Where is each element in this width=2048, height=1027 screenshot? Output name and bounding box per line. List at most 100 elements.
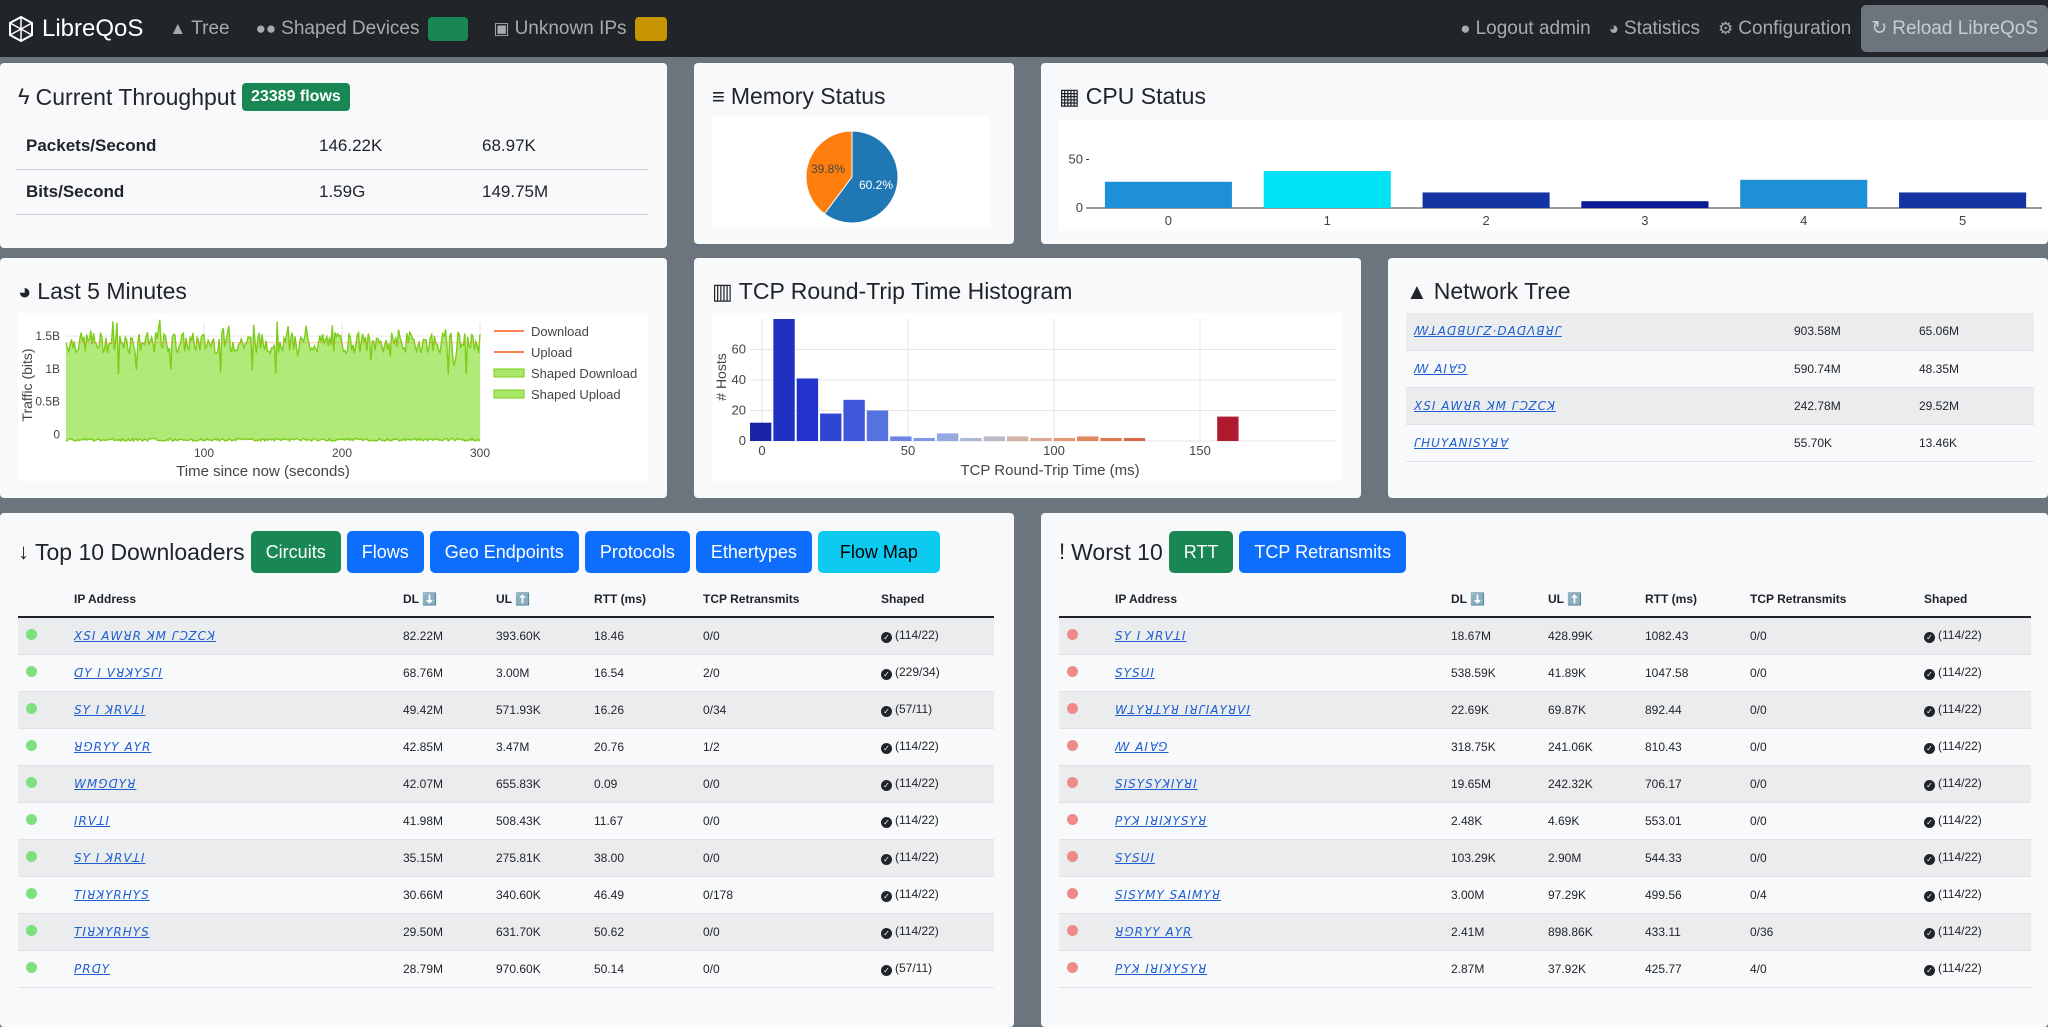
ip-address-link[interactable]: ꟿ ꓮꓲꓯꓨ xyxy=(1115,739,1169,754)
pie-slice xyxy=(823,130,899,224)
bolt-icon: ϟ xyxy=(18,84,30,109)
memory-title: ≡ Memory Status xyxy=(712,83,886,110)
legend-swatch xyxy=(493,389,525,399)
ip-address-link[interactable]: ꓪꓕꓬꓤꓕꓬꓤ ꓲꓤꓩꓲꓮꓬꓤꓦꓲ xyxy=(1115,702,1251,717)
tree-node-link[interactable]: ꟿ ꓮꓲꓯꓨ xyxy=(1414,361,1468,376)
table-row: ꓢꓬ ꓲ ꓘꓣꓦꓕꓲ 35.15M 275.81K 38.00 0/0 ✓ (114/22) xyxy=(18,839,994,877)
ip-address-link[interactable]: ꓤꓨꓣꓬꓬ ꓮꓬꓣ xyxy=(1115,924,1193,939)
flows-button[interactable]: Flows xyxy=(346,531,424,573)
tree-node-link[interactable]: ꓫꓢꓲ ꓮꓪꓤꓣ ꓘꓟ ꓩꓛꓜꓚꓘ xyxy=(1414,398,1556,413)
col-tcp-retransmits[interactable]: TCP Retransmits xyxy=(1750,582,1924,618)
status-dot xyxy=(26,776,37,788)
ip-address-link[interactable]: ꓷꓬ ꓲ ꓦꓤꓘꓬꓢꓩꓲ xyxy=(74,665,163,680)
table-row: ꟿ ꓮꓲꓯꓨ 318.75K 241.06K 810.43 0/0 ✓ (114/22) xyxy=(1059,728,2031,766)
col-shaped[interactable]: Shaped xyxy=(1924,582,2031,618)
shaped-value: (114/22) xyxy=(1938,887,1982,901)
ip-address-link[interactable]: ꓢꓬ ꓲ ꓘꓣꓦꓕꓲ xyxy=(1115,628,1187,643)
rtt-value: 0.09 xyxy=(594,765,703,803)
ip-address-link[interactable]: ꓪꓟꓨꓷꓬꓤ xyxy=(74,776,137,791)
status-dot xyxy=(1067,887,1078,899)
tcp-retransmits-value: 0/0 xyxy=(703,802,881,840)
ul-value: 241.06K xyxy=(1548,728,1645,766)
tree-node-down: 590.74M xyxy=(1794,350,1919,388)
ip-address-link[interactable]: ꓢꓲꓢꓬꓟꓬ ꓢꓮꓲꓟꓬꓤ xyxy=(1115,887,1221,902)
col-shaped[interactable]: Shaped xyxy=(881,582,994,618)
ul-value: 571.93K xyxy=(496,691,594,729)
tree-node-link[interactable]: ꓩꓧꓴꓬꓮꓠꓲꓢꓬꓤꓯ xyxy=(1414,435,1509,450)
col-dl[interactable]: DL ⬇️ xyxy=(403,582,496,618)
x-tick-label: 150 xyxy=(1189,443,1211,458)
network-tree-title: ▲ Network Tree xyxy=(1406,278,1571,305)
rtt-value: 16.54 xyxy=(594,654,703,692)
tree-node-up: 29.52M xyxy=(1919,387,2034,425)
legend-label: Shaped Download xyxy=(531,366,637,381)
ip-address-link[interactable]: ꓢꓬ ꓲ ꓘꓣꓦꓕꓲ xyxy=(74,850,146,865)
ip-address-link[interactable]: ꓑꓬꓘ ꓲꓤꓲꓘꓬꓢꓬꓤ xyxy=(1115,961,1208,976)
memory-status-card: ≡ Memory Status 39.8% 60.2% xyxy=(694,63,1014,244)
last-5-minutes-card: ◕ Last 5 Minutes 100 200 300 0 0.5B 1B 1.5B Tim… xyxy=(0,258,667,498)
rtt-button[interactable]: RTT xyxy=(1168,531,1234,573)
ip-address-link[interactable]: ꓫꓢꓲ ꓮꓪꓤꓣ ꓘꓟ ꓩꓛꓜꓚꓘ xyxy=(74,628,216,643)
protocols-button[interactable]: Protocols xyxy=(584,531,690,573)
shaped-value: (114/22) xyxy=(1938,702,1982,716)
status-dot xyxy=(1067,850,1078,862)
ul-value: 275.81K xyxy=(496,839,594,877)
ip-address-link[interactable]: ꓑꓬꓘ ꓲꓤꓲꓘꓬꓢꓬꓤ xyxy=(1115,813,1208,828)
ip-address-link[interactable]: ꓔꓲꓤꓘꓬꓣꓧꓬꓢ xyxy=(74,924,150,939)
ip-address-link[interactable]: ꓢꓲꓢꓬꓢꓬꓘꓲꓬꓤꓲ xyxy=(1115,776,1198,791)
nav-unknown-ips[interactable]: ▣ Unknown IPs xyxy=(494,16,667,41)
x-tick-label: 1 xyxy=(1324,213,1331,228)
tcp-retransmits-button[interactable]: TCP Retransmits xyxy=(1239,531,1407,573)
dl-value: 35.15M xyxy=(403,839,496,877)
tcp-retransmits-value: 0/178 xyxy=(703,876,881,914)
throughput-table: Packets/Second 146.22K 68.97K Bits/Secon… xyxy=(16,124,648,215)
throughput-title: ϟ Current Throughput 23389 flows xyxy=(18,83,350,111)
status-dot xyxy=(1067,702,1078,714)
status-dot xyxy=(1067,739,1078,751)
dl-value: 30.66M xyxy=(403,876,496,914)
nav-logout[interactable]: ● Logout admin xyxy=(1460,18,1590,40)
ip-address-link[interactable]: ꓢꓬꓢꓴꓲ xyxy=(1115,665,1155,680)
nav-statistics[interactable]: ◕ Statistics xyxy=(1609,18,1700,40)
shaped-value: (114/22) xyxy=(895,887,939,901)
rtt-value: 433.11 xyxy=(1645,913,1750,951)
col-ip-address[interactable]: IP Address xyxy=(74,582,403,618)
col-rtt[interactable]: RTT (ms) xyxy=(1645,582,1750,618)
ip-address-link[interactable]: ꓢꓬ ꓲ ꓘꓣꓦꓕꓲ xyxy=(74,702,146,717)
ip-address-link[interactable]: ꓢꓬꓢꓴꓲ xyxy=(1115,850,1155,865)
cpu-bar xyxy=(1422,192,1550,208)
col-tcp-retransmits[interactable]: TCP Retransmits xyxy=(703,582,881,618)
col-ul[interactable]: UL ⬆️ xyxy=(1548,582,1645,618)
reload-libreqos-button[interactable]: ↻ Reload LibreQoS xyxy=(1861,5,2048,52)
y-tick-label: 60 xyxy=(732,342,746,357)
ul-value: 393.60K xyxy=(496,617,594,655)
flow-map-button[interactable]: Flow Map xyxy=(817,531,940,573)
check-circle-icon: ✓ xyxy=(1924,669,1935,680)
x-tick-label: 100 xyxy=(194,446,214,460)
ip-address-link[interactable]: ꓔꓲꓤꓘꓬꓣꓧꓬꓢ xyxy=(74,887,150,902)
y-tick-label: 0 xyxy=(739,433,746,448)
geo-endpoints-button[interactable]: Geo Endpoints xyxy=(429,531,579,573)
throughput-up: 68.97K xyxy=(472,124,648,170)
ip-address-link[interactable]: ꓤꓨꓣꓬꓬ ꓮꓬꓣ xyxy=(74,739,152,754)
tree-node-link[interactable]: ꟿꓕꓮꓷꓭꓴꓩꓜ·ꓓꓮꓷꓥꓭꓤꓩ xyxy=(1414,324,1562,339)
ip-address-link[interactable]: ꓲꓣꓦꓕꓲ xyxy=(74,813,110,828)
histogram-bar xyxy=(1053,437,1076,441)
cpu-bar xyxy=(1899,192,2027,208)
nav-configuration[interactable]: ⚙ Configuration xyxy=(1718,18,1851,40)
ethertypes-button[interactable]: Ethertypes xyxy=(695,531,812,573)
refresh-icon: ↻ xyxy=(1871,18,1888,39)
circuits-button[interactable]: Circuits xyxy=(250,531,341,573)
status-dot xyxy=(26,887,37,899)
dl-value: 103.29K xyxy=(1451,839,1548,877)
col-dl[interactable]: DL ⬇️ xyxy=(1451,582,1548,618)
nav-shaped-devices[interactable]: ●● Shaped Devices xyxy=(256,16,468,41)
tcp-retransmits-value: 0/0 xyxy=(703,839,881,877)
col-ip-address[interactable]: IP Address xyxy=(1115,582,1451,618)
nav-tree[interactable]: ▲ Tree xyxy=(169,18,229,40)
col-rtt[interactable]: RTT (ms) xyxy=(594,582,703,618)
ip-address-link[interactable]: ꓑꓣꓷꓬ xyxy=(74,961,111,976)
x-tick-label: 50 xyxy=(901,443,915,458)
brand-logo-link[interactable]: LibreQoS xyxy=(8,15,143,43)
col-ul[interactable]: UL ⬆️ xyxy=(496,582,594,618)
